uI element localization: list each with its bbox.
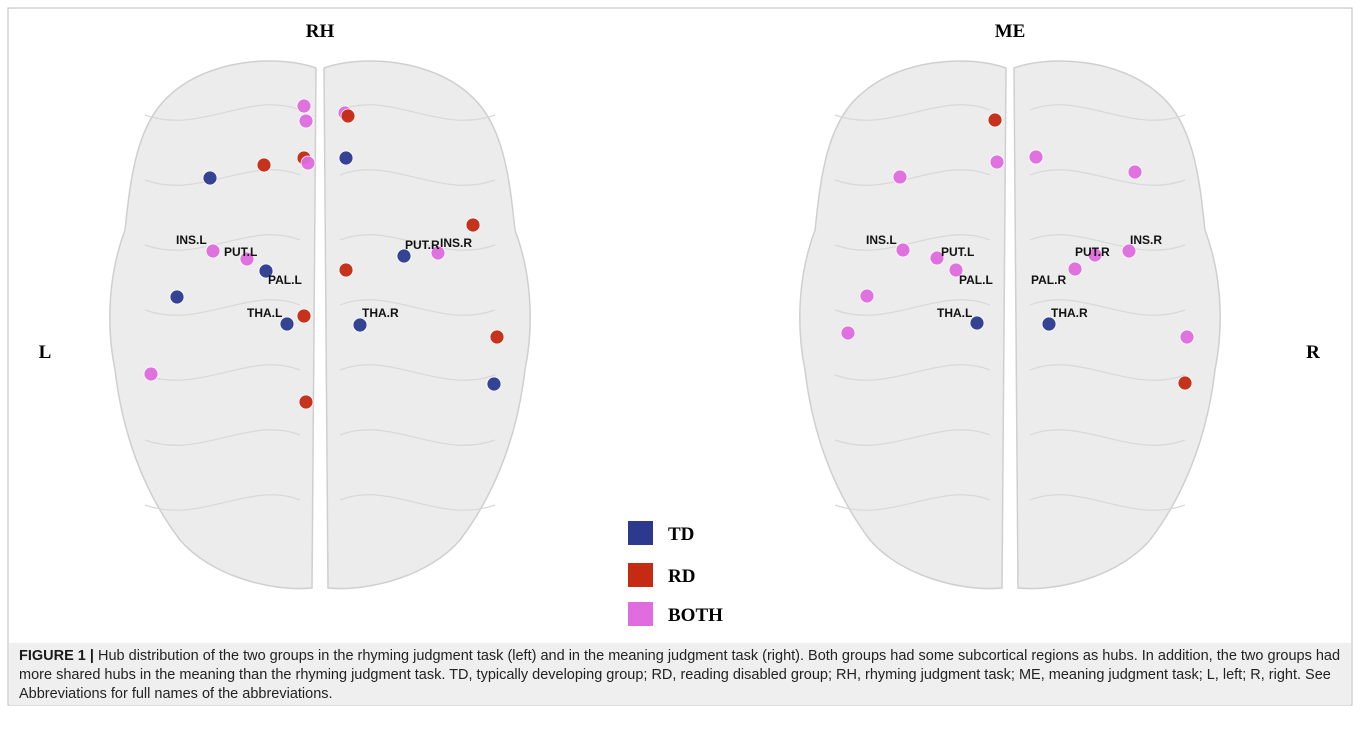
hub-node (299, 395, 313, 409)
caption: FIGURE 1 | Hub distribution of the two g… (9, 643, 1351, 705)
legend-swatch (628, 602, 653, 626)
hub-node (206, 244, 220, 258)
region-label: PAL.L (268, 273, 302, 287)
caption-label: FIGURE 1 | (19, 648, 94, 664)
hub-node (896, 243, 910, 257)
side-label: R (1306, 342, 1320, 363)
hub-node (297, 309, 311, 323)
hub-node (297, 99, 311, 113)
brains (110, 61, 1220, 589)
region-label: PAL.L (959, 273, 993, 287)
hub-node (257, 158, 271, 172)
hub-node (487, 377, 501, 391)
region-label: THA.R (362, 306, 399, 320)
hub-node (490, 330, 504, 344)
figure: RH ME L R TD RD BOTH INS.L PUT.L PAL.L THA.… (0, 0, 1360, 744)
hub-node (301, 156, 315, 170)
hub-node (339, 151, 353, 165)
region-label: THA.R (1051, 306, 1088, 320)
legend-label: RD (668, 566, 695, 587)
hub-node (353, 318, 367, 332)
hub-node (1178, 376, 1192, 390)
hub-node (1029, 150, 1043, 164)
hub-node (1180, 330, 1194, 344)
hub-node (144, 367, 158, 381)
region-label: PUT.L (941, 245, 974, 259)
region-label: INS.L (866, 233, 897, 247)
hub-node (170, 290, 184, 304)
hub-node (990, 155, 1004, 169)
hub-node (860, 289, 874, 303)
page: RH ME L R TD RD BOTH INS.L PUT.L PAL.L THA.… (0, 0, 1360, 744)
hub-node (339, 263, 353, 277)
hub-node (1068, 262, 1082, 276)
region-label: INS.R (1130, 233, 1162, 247)
panel-title: RH (306, 21, 335, 42)
hub-node (988, 113, 1002, 127)
legend-swatch (628, 521, 653, 545)
legend-label: TD (668, 524, 694, 545)
region-label: PAL.R (1031, 273, 1066, 287)
hub-node (203, 171, 217, 185)
region-label: THA.L (247, 306, 282, 320)
region-label: PUT.L (224, 245, 257, 259)
region-label: PUT.R (405, 238, 440, 252)
side-label: L (39, 342, 52, 363)
hub-node (841, 326, 855, 340)
legend-label: BOTH (668, 605, 723, 626)
region-label: THA.L (937, 306, 972, 320)
panel-title: ME (995, 21, 1026, 42)
hub-node (299, 114, 313, 128)
legend-swatch (628, 563, 653, 587)
caption-text: Hub distribution of the two groups in th… (19, 648, 1340, 702)
hub-node (341, 109, 355, 123)
hub-node (893, 170, 907, 184)
hub-node (466, 218, 480, 232)
hub-node (1128, 165, 1142, 179)
region-label: INS.R (440, 236, 472, 250)
region-label: INS.L (176, 233, 207, 247)
region-label: PUT.R (1075, 245, 1110, 259)
